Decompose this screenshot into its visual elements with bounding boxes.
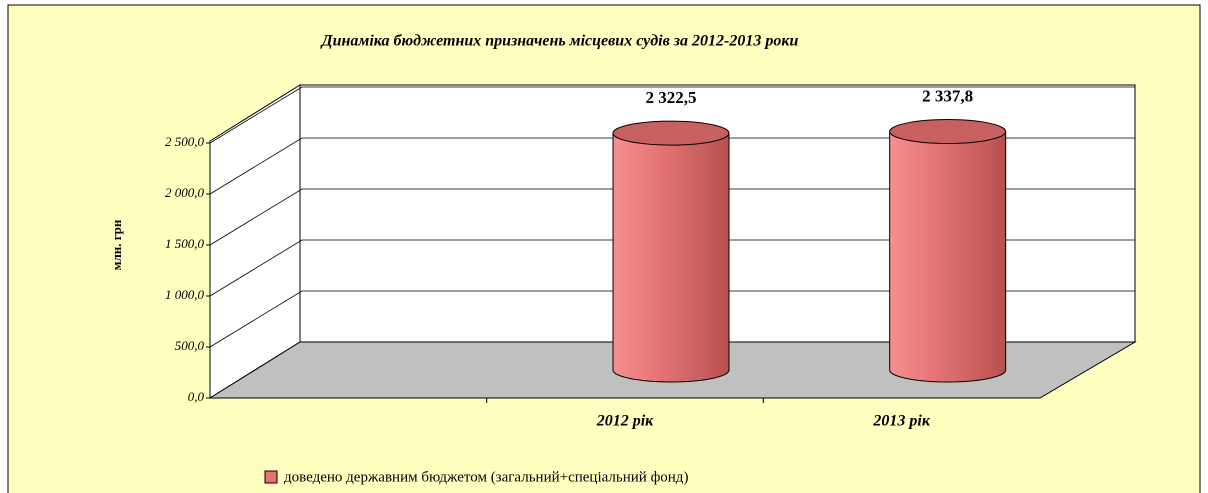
grid-line (209, 188, 1135, 246)
bar-top (612, 120, 730, 146)
y-axis-label: млн. грн (109, 219, 124, 270)
y-tick-label: 500,0 (175, 338, 205, 353)
x-tick-label: 2012 рік (596, 413, 654, 430)
y-tick-label: 1 000,0 (165, 287, 205, 302)
y-tick-label: 0,0 (188, 389, 205, 404)
bar (889, 119, 1007, 383)
value-label: 2 337,8 (922, 86, 973, 105)
bar-top (889, 119, 1007, 145)
bar-body (612, 132, 730, 383)
legend-label: доведено державним бюджетом (загальний+с… (284, 469, 688, 485)
x-tick-label: 2013 рік (872, 413, 930, 430)
bar (612, 120, 730, 383)
grid-line (209, 239, 1135, 297)
y-tick-label: 1 500,0 (165, 236, 205, 251)
grid-line (209, 137, 1135, 195)
y-tick-label: 2 500,0 (165, 134, 205, 149)
grid-line (209, 290, 1135, 348)
chart-title: Динаміка бюджетних призначень місцевих с… (320, 33, 799, 50)
grid-line (209, 86, 1135, 144)
bar-body (889, 131, 1007, 383)
value-label: 2 322,5 (646, 88, 697, 107)
legend-swatch (264, 470, 278, 484)
y-tick-label: 2 000,0 (165, 185, 205, 200)
